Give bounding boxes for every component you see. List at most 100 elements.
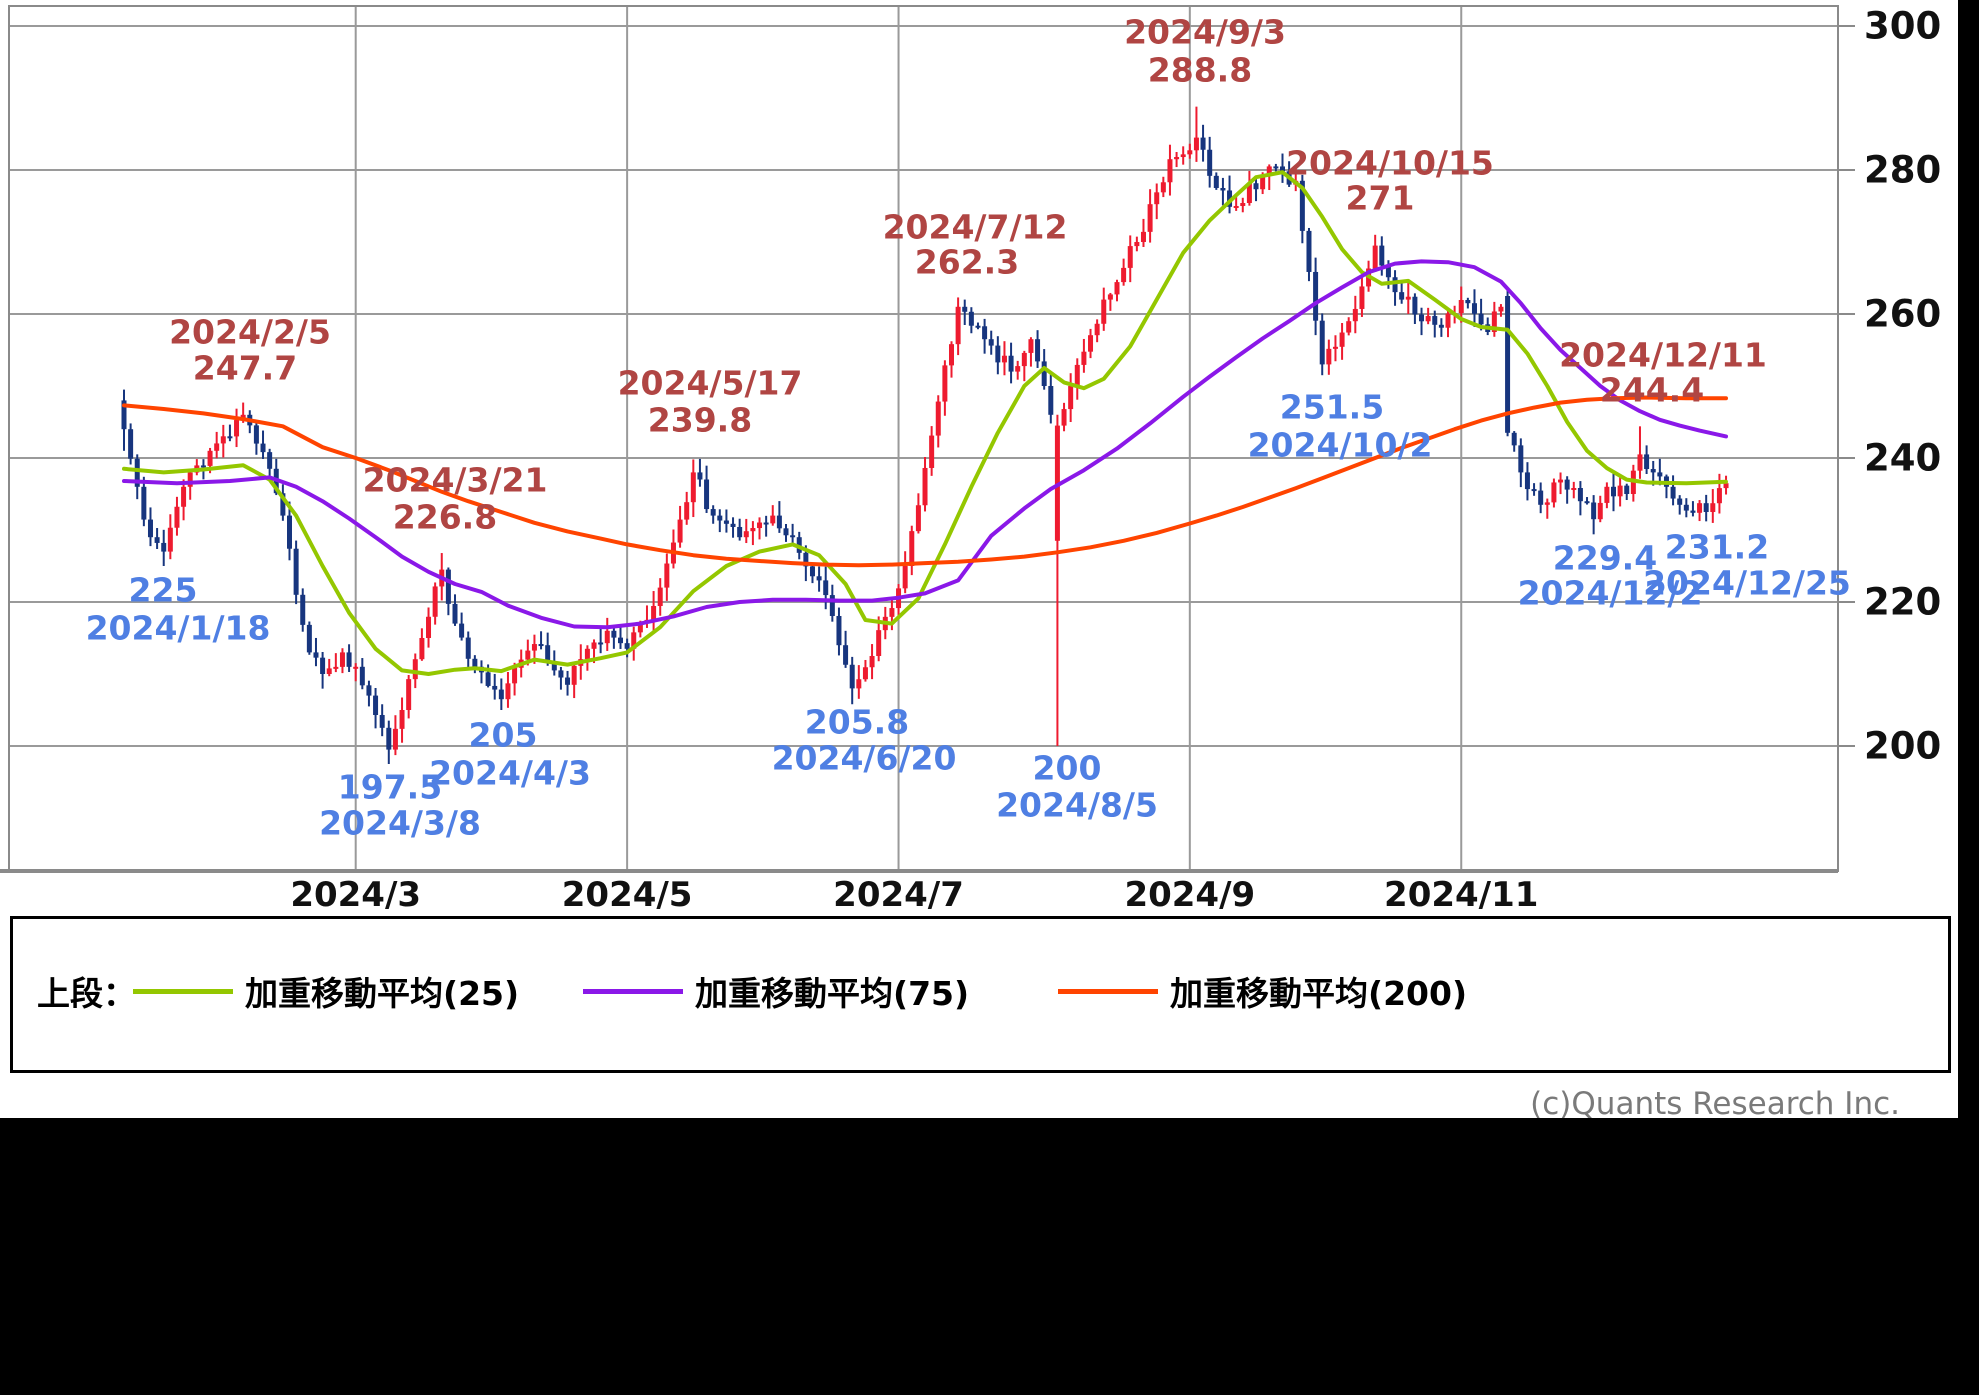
candle-body	[406, 679, 412, 710]
peak-annotation-date: 2024/12/11	[1559, 336, 1767, 375]
candle-body	[128, 429, 134, 459]
candle-body	[843, 645, 849, 665]
candle-body	[525, 650, 531, 660]
x-axis-label: 2024/7	[833, 875, 964, 915]
candle-body	[379, 715, 385, 728]
candle-body	[1511, 432, 1517, 446]
candle-body	[1160, 182, 1166, 193]
candle-body	[1425, 316, 1431, 322]
candle-body	[1524, 472, 1530, 490]
candle-body	[1015, 366, 1021, 372]
candle-body	[1445, 313, 1451, 328]
candle-body	[598, 642, 604, 645]
peak-annotation-date: 2024/3/21	[363, 461, 548, 500]
candle-body	[1021, 352, 1027, 367]
candle-body	[935, 401, 941, 436]
x-axis-label: 2024/3	[290, 875, 421, 915]
candle-body	[704, 479, 710, 510]
candle-body	[1339, 332, 1345, 347]
candle-body	[1505, 296, 1511, 433]
y-axis-label: 300	[1864, 5, 1941, 48]
candle-body	[730, 523, 736, 527]
candle-body	[538, 644, 544, 647]
candle-body	[1359, 286, 1365, 309]
legend-box: 上段： 加重移動平均(25) 加重移動平均(75) 加重移動平均(200)	[10, 916, 1951, 1073]
candle-body	[1246, 183, 1252, 203]
candle-body	[1551, 482, 1557, 503]
axis-labels-layer: 300 280 260 240 220 200 2024/3 2024/5 2024/7 2024…	[290, 5, 1941, 916]
candle-body	[869, 656, 875, 668]
trough-annotation-value: 205	[469, 716, 538, 755]
candle-body	[1498, 306, 1504, 312]
trough-annotation-date: 2024/12/2	[1518, 574, 1703, 613]
trough-annotation-value: 205.8	[805, 703, 909, 742]
candle-body	[485, 672, 491, 686]
candle-body	[637, 622, 643, 633]
wma200-line-swatch	[1058, 988, 1158, 994]
candle-body	[750, 528, 756, 532]
candle-body	[1584, 501, 1590, 504]
candle-body	[790, 535, 796, 538]
candle-body	[386, 727, 392, 750]
candle-body	[1677, 498, 1683, 505]
peak-annotation-value: 239.8	[648, 401, 752, 440]
candle-body	[161, 542, 167, 552]
trough-annotation-date: 2024/1/18	[86, 609, 271, 648]
candle-body	[1048, 386, 1054, 415]
candle-body	[1491, 311, 1497, 332]
candle-body	[320, 657, 326, 674]
candle-body	[267, 452, 273, 469]
candle-body	[280, 493, 286, 516]
peak-annotation-value: 262.3	[915, 243, 1019, 282]
candle-body	[1385, 265, 1391, 278]
candle-body	[346, 652, 352, 667]
candle-body	[154, 537, 160, 543]
wma25-line	[122, 170, 1728, 676]
candle-body	[412, 659, 418, 680]
candle-body	[1558, 479, 1564, 483]
candle-body	[1710, 503, 1716, 512]
candle-body	[306, 624, 312, 653]
wma200-label: 加重移動平均(200)	[1170, 974, 1468, 1013]
candle-body	[505, 683, 511, 700]
candle-body	[531, 644, 537, 651]
candle-body	[287, 515, 292, 549]
candle-body	[1465, 300, 1471, 304]
candle-body	[1438, 324, 1444, 328]
candle-body	[988, 339, 994, 346]
candle-body	[200, 465, 206, 468]
trough-annotation-value: 225	[129, 571, 198, 610]
candle-body	[1670, 486, 1676, 499]
candle-body	[1260, 175, 1266, 190]
trough-annotation-value: 251.5	[1280, 388, 1384, 427]
candle-body	[1703, 503, 1709, 512]
candle-body	[147, 519, 153, 538]
trough-annotation-value: 231.2	[1665, 528, 1769, 567]
candle-body	[962, 306, 968, 312]
candle-body	[1068, 386, 1074, 410]
trough-annotation-date: 2024/4/3	[429, 754, 591, 793]
candle-body	[399, 710, 405, 729]
candle-body	[1220, 188, 1226, 191]
trough-annotation-date: 2024/10/2	[1248, 426, 1433, 465]
candle-body	[339, 652, 345, 667]
candle-body	[1538, 490, 1544, 505]
candle-body	[1167, 159, 1173, 183]
y-axis-label: 220	[1864, 581, 1941, 624]
candle-body	[968, 311, 974, 326]
candle-body	[1273, 166, 1279, 169]
candle-body	[1074, 364, 1080, 386]
candle-body	[220, 436, 226, 444]
candle-body	[551, 661, 557, 671]
wma200-line	[122, 395, 1728, 568]
candle-body	[492, 685, 498, 690]
chart-surface: 2024/2/5 247.7 2024/3/21 226.8 2024/5/17 239.…	[0, 0, 1958, 1118]
candle-body	[915, 505, 921, 532]
trough-annotation-value: 197.5	[338, 768, 442, 807]
candle-body	[757, 522, 763, 529]
candle-body	[1412, 296, 1418, 315]
candle-body	[1332, 346, 1338, 349]
candle-body	[1200, 137, 1206, 150]
candle-body	[1690, 510, 1696, 513]
candle-body	[1392, 277, 1398, 293]
